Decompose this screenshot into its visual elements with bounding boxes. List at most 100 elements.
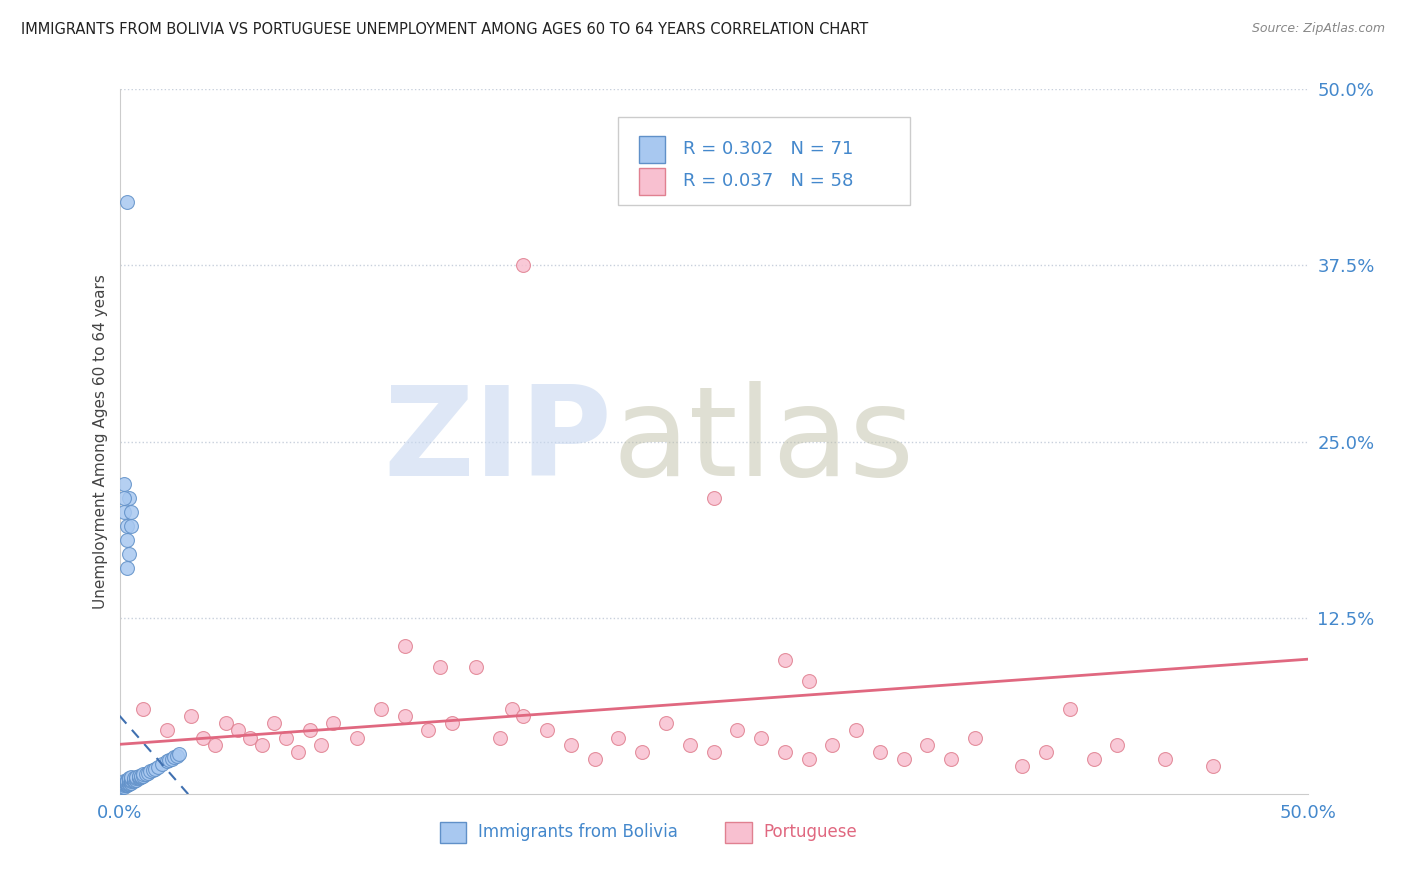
Point — [115, 775, 138, 789]
Point — [112, 775, 135, 789]
Point — [156, 755, 179, 769]
Text: Source: ZipAtlas.com: Source: ZipAtlas.com — [1251, 22, 1385, 36]
Point — [163, 750, 186, 764]
Point — [135, 767, 157, 781]
Point — [501, 702, 523, 716]
Point — [112, 777, 135, 791]
Point — [150, 757, 173, 772]
Point — [143, 762, 166, 776]
Point — [845, 723, 868, 738]
Point — [204, 738, 226, 752]
Point — [118, 547, 141, 561]
Point — [166, 748, 188, 763]
Point — [112, 505, 135, 519]
Point — [128, 768, 150, 782]
Point — [111, 779, 134, 793]
Point — [112, 779, 135, 793]
Point — [120, 774, 142, 789]
Point — [394, 709, 416, 723]
Point — [488, 731, 510, 745]
Point — [394, 639, 416, 653]
Point — [749, 731, 772, 745]
Point — [115, 779, 138, 793]
Point — [118, 491, 141, 505]
Point — [215, 716, 238, 731]
FancyBboxPatch shape — [440, 822, 467, 843]
Point — [429, 660, 451, 674]
Point — [111, 775, 134, 789]
Point — [111, 777, 134, 791]
Point — [115, 774, 138, 789]
Point — [797, 674, 820, 689]
Point — [239, 731, 262, 745]
Point — [464, 660, 488, 674]
Text: atlas: atlas — [613, 381, 915, 502]
Point — [287, 745, 309, 759]
Point — [115, 774, 138, 789]
Point — [512, 259, 534, 273]
Point — [118, 775, 141, 789]
Text: R = 0.302   N = 71: R = 0.302 N = 71 — [683, 140, 853, 158]
Point — [112, 476, 135, 491]
Text: Portuguese: Portuguese — [763, 823, 858, 841]
Point — [139, 764, 162, 779]
Point — [112, 779, 135, 793]
Point — [132, 768, 155, 782]
Point — [142, 763, 165, 777]
Point — [869, 745, 891, 759]
Point — [122, 772, 145, 787]
Point — [512, 709, 534, 723]
Point — [917, 738, 939, 752]
Point — [1154, 751, 1177, 765]
Point — [797, 751, 820, 765]
Point — [120, 775, 142, 789]
Point — [679, 738, 702, 752]
Point — [963, 731, 986, 745]
Point — [607, 731, 630, 745]
Point — [118, 772, 141, 787]
Point — [631, 745, 654, 759]
Point — [120, 772, 142, 787]
Point — [118, 777, 141, 791]
Point — [115, 533, 138, 548]
Point — [1035, 745, 1057, 759]
Text: Immigrants from Bolivia: Immigrants from Bolivia — [478, 823, 678, 841]
Point — [115, 519, 138, 533]
Text: ZIP: ZIP — [384, 381, 613, 502]
Point — [773, 745, 796, 759]
Point — [112, 775, 135, 789]
Point — [655, 716, 678, 731]
Point — [115, 779, 138, 793]
Point — [132, 702, 155, 716]
Point — [120, 770, 142, 784]
Point — [1011, 758, 1033, 772]
Point — [112, 780, 135, 794]
Point — [1107, 738, 1129, 752]
Point — [250, 738, 273, 752]
Point — [120, 505, 142, 519]
Point — [111, 779, 134, 793]
Point — [115, 194, 138, 209]
Point — [191, 731, 214, 745]
Point — [115, 772, 138, 787]
Point — [583, 751, 606, 765]
Point — [112, 774, 135, 789]
Point — [941, 751, 963, 765]
Point — [136, 765, 159, 780]
Point — [132, 767, 155, 781]
Point — [167, 747, 190, 762]
Point — [311, 738, 333, 752]
Point — [157, 753, 180, 767]
Point — [180, 709, 202, 723]
Point — [118, 774, 141, 789]
Point — [125, 770, 148, 784]
Point — [111, 777, 134, 791]
Point — [111, 780, 134, 794]
Point — [125, 772, 148, 787]
Point — [322, 716, 344, 731]
Point — [536, 723, 558, 738]
Point — [160, 751, 183, 765]
Point — [893, 751, 915, 765]
Point — [560, 738, 582, 752]
Point — [118, 772, 141, 786]
